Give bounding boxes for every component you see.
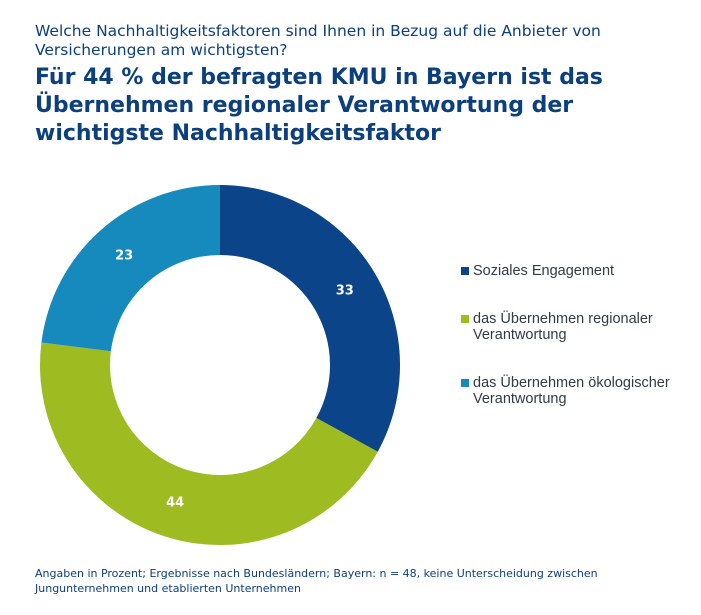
- donut-slice-1: [220, 185, 401, 452]
- legend-label-3: das Übernehmen ökologischer Verantwortun…: [473, 374, 670, 408]
- legend-swatch-1: [461, 267, 469, 275]
- legend-swatch-3: [461, 378, 469, 387]
- chart-footnote: Angaben in Prozent; Ergebnisse nach Bund…: [35, 567, 598, 595]
- donut-data-labels: 33 44 23: [115, 249, 354, 511]
- legend-label-2: das Übernehmen regionaler Verantwortung: [473, 310, 653, 344]
- legend-item-3: das Übernehmen ökologischer Verantwortun…: [460, 375, 700, 408]
- donut-data-label-3: 23: [115, 249, 133, 264]
- donut-slice-2: [39, 342, 378, 545]
- legend-item-1: Soziales Engagement: [460, 263, 700, 280]
- chart-legend: Soziales Engagement das Übernehmen region…: [460, 263, 700, 408]
- legend-swatch-2: [461, 314, 469, 323]
- donut-slice-3: [41, 185, 220, 352]
- donut-data-label-2: 44: [166, 495, 184, 510]
- donut-data-label-1: 33: [336, 284, 354, 299]
- donut-chart: 33 44 23: [39, 185, 401, 545]
- chart-headline: Für 44 % der befragten KMU in Bayern ist…: [35, 65, 603, 146]
- chart-question: Welche Nachhaltigkeitsfaktoren sind Ihne…: [35, 22, 601, 59]
- legend-label-1: Soziales Engagement: [473, 263, 615, 279]
- legend-item-2: das Übernehmen regionaler Verantwortung: [460, 311, 700, 344]
- donut-slices: [39, 185, 401, 545]
